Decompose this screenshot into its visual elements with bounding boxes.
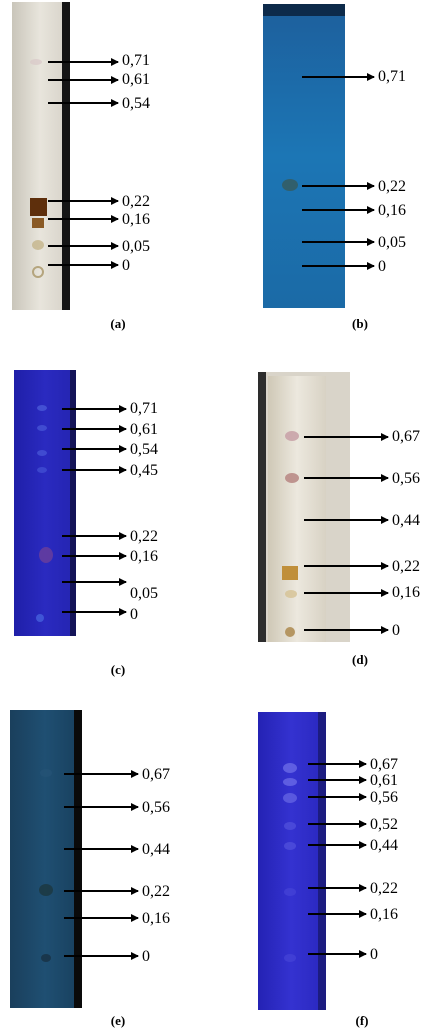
panel-d-rf-label: 0,44 [392,512,420,529]
panel-d-inner [268,376,326,642]
panel-c-rf-label: 0,05 [130,585,158,602]
panel-f-rf-label: 0,44 [370,837,398,854]
panel-f-spot-044 [284,842,296,850]
panel-b-edge [263,4,345,16]
panel-c-spot-045 [37,467,47,473]
panel-a-spot-005 [32,240,44,250]
panel-f-rf-label: 0,67 [370,756,398,773]
panel-a-caption: (a) [110,316,126,331]
panel-c-rf-label: 0,71 [130,400,158,417]
panel-a-edge [62,2,70,310]
panel-c [14,370,76,636]
panel-e [10,710,82,1008]
panel-c-rf-label: 0 [130,606,138,623]
panel-d-rf-label: 0 [392,622,400,639]
panel-f [258,712,326,1010]
panel-c-spot-origin [36,614,44,622]
panel-e-edge [74,710,82,1008]
panel-d-spot-016 [285,590,297,598]
panel-e-rf-label: 0,22 [142,883,170,900]
panel-e-spot-022 [39,884,53,896]
panel-e-rf-label: 0,44 [142,841,170,858]
panel-f-caption: (f) [355,1013,369,1028]
panel-a-rf-label: 0,22 [122,193,150,210]
panel-b-rf-label: 0,71 [378,68,406,85]
panel-e-rf-label: 0 [142,948,150,965]
panel-b-rf-label: 0,16 [378,202,406,219]
panel-b-rf-label: 0,22 [378,178,406,195]
panel-f-spot-056 [283,793,297,803]
panel-a-rf-label: 0,54 [122,95,150,112]
panel-c-spot-061 [37,425,47,431]
panel-e-spot-067 [40,769,52,777]
panel-a-rf-label: 0 [122,257,130,274]
panel-d-spot-067 [285,431,299,441]
panel-c-spot-016 [39,547,53,563]
panel-a-rf-label: 0,05 [122,238,150,255]
panel-d-rf-label: 0,67 [392,428,420,445]
panel-a-spot-016 [32,218,44,228]
panel-c-rf-label: 0,54 [130,441,158,458]
panel-d-spot-056 [285,473,299,483]
panel-f-spot-origin [284,954,296,962]
panel-c-spot-054 [37,450,47,456]
panel-e-caption: (e) [110,1013,126,1028]
panel-f-rf-label: 0,22 [370,880,398,897]
panel-f-spot-061 [283,778,297,786]
panel-e-rf-label: 0,56 [142,799,170,816]
panel-e-rf-label: 0,16 [142,910,170,927]
panel-a [12,2,70,310]
panel-f-edge [318,712,326,1010]
panel-b-spot-022 [282,179,298,191]
panel-c-rf-label: 0,45 [130,462,158,479]
panel-a-spot-022 [30,198,47,216]
panel-f-rf-label: 0,16 [370,906,398,923]
panel-c-caption: (c) [110,662,126,677]
panel-a-spot-071 [30,59,42,65]
panel-f-spot-022 [284,888,296,896]
panel-b-rf-label: 0,05 [378,234,406,251]
panel-b-caption: (b) [352,316,368,331]
panel-f-rf-label: 0,56 [370,789,398,806]
panel-d-rf-label: 0,16 [392,584,420,601]
panel-c-edge [70,370,76,636]
panel-a-spot-origin [32,266,44,278]
panel-c-plate [14,370,76,636]
panel-d-spot-origin [285,627,295,637]
panel-a-rf-label: 0,16 [122,211,150,228]
panel-c-rf-label: 0,16 [130,548,158,565]
panel-e-spot-origin [41,954,51,962]
panel-f-plate [258,712,324,1010]
panel-a-rf-label: 0,61 [122,71,150,88]
panel-f-rf-label: 0,52 [370,816,398,833]
panel-d-rf-label: 0,22 [392,558,420,575]
panel-d-spot-022 [282,566,298,580]
arrow-layer [48,58,389,960]
panel-d-rf-label: 0,56 [392,470,420,487]
panel-f-rf-label: 0 [370,946,378,963]
panel-b-plate [263,4,345,308]
panel-d-edge-left [258,372,266,642]
panel-f-rf-label: 0,61 [370,772,398,789]
panel-a-plate [12,2,68,310]
panel-b [263,4,345,308]
panel-a-rf-label: 0,71 [122,52,150,69]
panel-f-spot-052 [284,822,296,830]
panel-c-rf-label: 0,22 [130,528,158,545]
panel-e-plate [10,710,80,1008]
panel-d [258,372,350,642]
panel-c-rf-label: 0,61 [130,421,158,438]
panel-c-spot-071 [37,405,47,411]
panel-b-rf-label: 0 [378,258,386,275]
panel-d-caption: (d) [352,652,368,667]
panel-e-rf-label: 0,67 [142,766,170,783]
panel-f-spot-067 [283,763,297,773]
